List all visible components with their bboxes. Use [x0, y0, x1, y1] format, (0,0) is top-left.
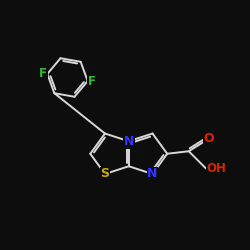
- Text: S: S: [100, 168, 110, 180]
- Text: N: N: [124, 135, 134, 148]
- Text: OH: OH: [206, 162, 226, 175]
- Text: N: N: [147, 168, 158, 180]
- Text: F: F: [88, 75, 96, 88]
- Text: F: F: [39, 67, 47, 80]
- Text: O: O: [204, 132, 214, 145]
